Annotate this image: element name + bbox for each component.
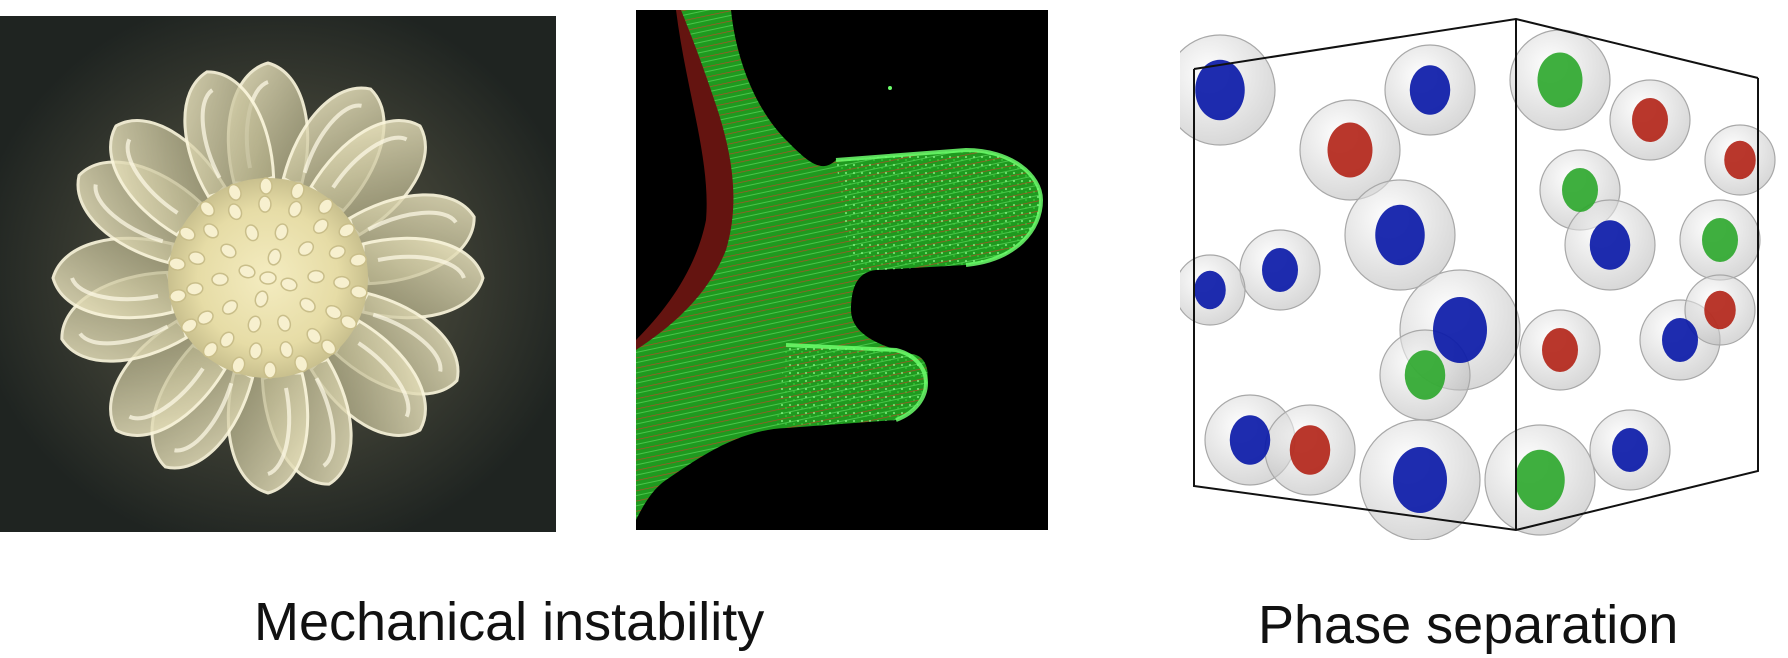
colony-image [0,16,556,532]
caption-mechanical-instability: Mechanical instability [254,592,765,652]
caption-phase-separation: Phase separation [1258,595,1679,655]
phase-separation-simulation [1180,10,1788,540]
fluorescence-image [636,10,1048,530]
